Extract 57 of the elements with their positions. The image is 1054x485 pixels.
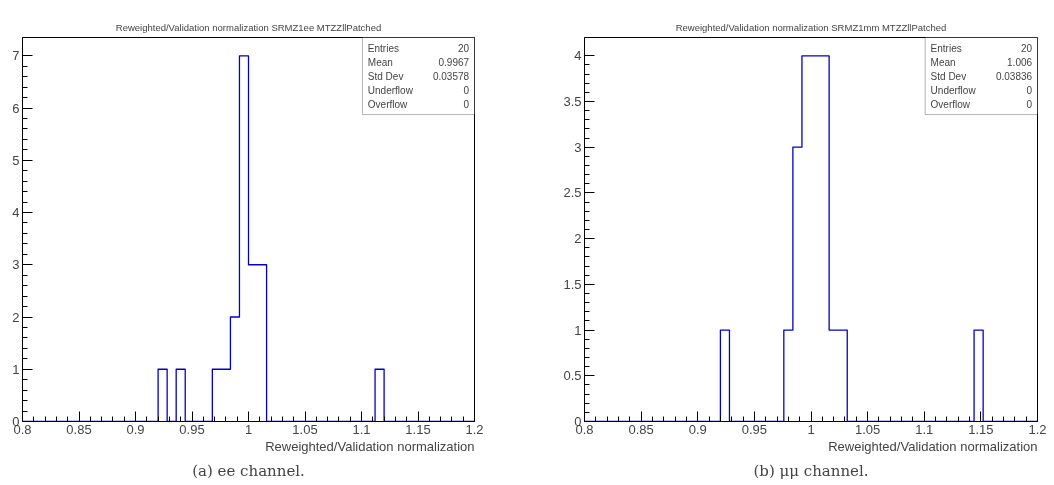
x-tick-label: 0.85 (628, 421, 654, 437)
annotation: Mean (930, 56, 956, 68)
y-tick-label: 6 (12, 100, 20, 116)
x-tick-label: 0.9 (688, 421, 707, 437)
y-tick-label: 1 (574, 322, 582, 338)
x-tick-label: 1 (244, 421, 253, 437)
x-tick-label: 1.05 (854, 421, 881, 437)
x-tick-label: 1.2 (1028, 421, 1047, 437)
y-tick-label: 4 (574, 48, 582, 64)
y-tick-label: 2.5 (563, 185, 582, 201)
chart-title: Reweighted/Validation normalization SRMZ1ee MTZZllPatched (115, 21, 382, 33)
x-tick-label: 0.85 (66, 421, 92, 437)
annotation: 0.9967 (438, 57, 470, 69)
x-axis-title: Reweighted/Validation normalization (265, 438, 475, 454)
annotation: 0 (463, 85, 470, 97)
annotation: 0 (1026, 99, 1033, 111)
annotation: 20 (1020, 43, 1033, 55)
annotation: 1.006 (1007, 57, 1033, 69)
annotation: Underflow (367, 84, 414, 96)
x-tick-label: 1.1 (915, 421, 934, 437)
annotation: 0.03836 (995, 71, 1033, 83)
y-tick-label: 1.5 (563, 276, 582, 292)
y-tick-label: 5 (12, 152, 20, 168)
chart-title: Reweighted/Validation normalization SRMZ1mm MTZZllPatched (675, 21, 947, 33)
annotation: Overflow (930, 98, 971, 110)
annotation: Std Dev (367, 70, 404, 82)
text: (a) ee channel. (192, 461, 305, 480)
x-tick-label: 1 (807, 421, 815, 437)
x-tick-label: 1.15 (405, 421, 431, 437)
annotation: 0.03578 (432, 71, 470, 83)
annotation: Entries (367, 42, 399, 54)
annotation: Entries (930, 42, 962, 54)
annotation: Mean (367, 56, 393, 68)
y-tick-label: 2 (12, 309, 20, 325)
x-axis-title: Reweighted/Validation normalization (828, 438, 1038, 454)
y-tick-label: 2 (574, 231, 582, 247)
y-tick-label: 7 (12, 48, 20, 64)
x-tick-label: 1.1 (352, 421, 371, 437)
annotation: 20 (457, 43, 470, 55)
annotation: 0 (463, 99, 470, 111)
x-tick-label: 0.95 (741, 421, 768, 437)
y-tick-label: 3 (574, 139, 582, 155)
annotation: Underflow (930, 84, 977, 96)
y-tick-label: 4 (12, 205, 20, 221)
x-tick-label: 0.95 (179, 421, 205, 437)
annotation: Std Dev (930, 70, 967, 82)
text: (b) μμ channel. (753, 461, 869, 480)
x-tick-label: 1.15 (968, 421, 994, 437)
y-tick-label: 3 (12, 257, 20, 273)
annotation: 0 (1026, 85, 1033, 97)
annotation: Overflow (367, 98, 409, 110)
x-tick-label: 0.9 (126, 421, 145, 437)
x-tick-label: 1.05 (292, 421, 318, 437)
y-tick-label: 1 (12, 361, 20, 377)
y-tick-label: 0.5 (563, 368, 582, 384)
y-tick-label: 3.5 (563, 94, 582, 109)
x-tick-label: 1.2 (465, 421, 484, 437)
